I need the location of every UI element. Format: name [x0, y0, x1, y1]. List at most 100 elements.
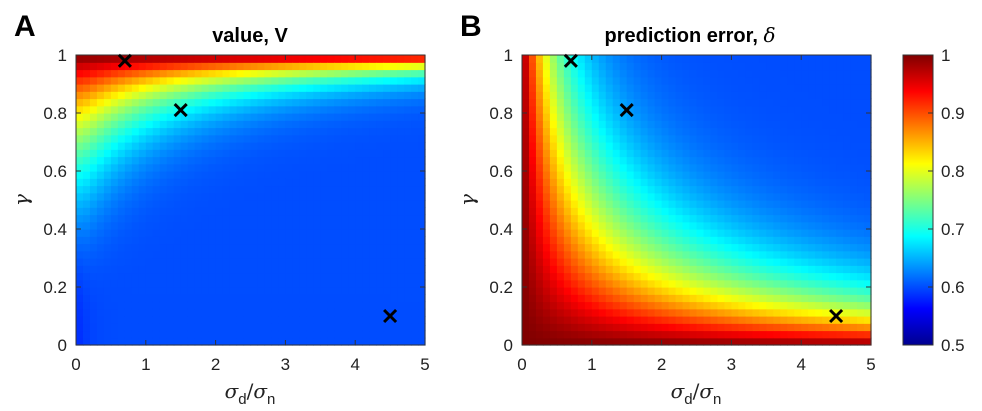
heatmap-cell	[208, 214, 217, 223]
heatmap-cell	[250, 330, 259, 339]
heatmap-cell	[689, 337, 698, 346]
heatmap-cell	[131, 149, 140, 158]
heatmap-cell	[285, 265, 293, 274]
heatmap-cell	[836, 265, 844, 274]
heatmap-cell	[271, 142, 280, 150]
heatmap-cell	[208, 163, 217, 172]
heatmap-cell	[787, 258, 795, 266]
heatmap-cell	[745, 337, 753, 346]
heatmap-cell	[689, 294, 698, 303]
heatmap-cell	[864, 301, 872, 310]
heatmap-cell	[145, 258, 154, 266]
heatmap-cell	[647, 294, 656, 303]
heatmap-cell	[808, 69, 816, 78]
heatmap-cell	[612, 105, 621, 114]
heatmap-cell	[348, 163, 356, 172]
heatmap-cell	[285, 323, 293, 332]
heatmap-cell	[584, 272, 593, 281]
heatmap-cell	[131, 243, 140, 252]
heatmap-cell	[577, 185, 586, 194]
heatmap-cell	[355, 294, 363, 303]
heatmap-cell	[563, 214, 572, 223]
heatmap-cell	[397, 308, 405, 317]
heatmap-cell	[208, 294, 217, 303]
heatmap-cell	[369, 243, 377, 252]
heatmap-cell	[584, 185, 593, 194]
heatmap-cell	[397, 258, 405, 266]
heatmap-cell	[138, 316, 147, 324]
heatmap-cell	[675, 236, 684, 245]
heatmap-cell	[383, 279, 391, 288]
heatmap-cell	[647, 229, 656, 237]
heatmap-cell	[619, 316, 628, 324]
heatmap-cell	[278, 301, 286, 310]
heatmap-cell	[787, 229, 795, 237]
heatmap-cell	[418, 113, 426, 121]
heatmap-cell	[794, 163, 802, 172]
heatmap-cell	[829, 69, 837, 78]
heatmap-cell	[117, 250, 126, 259]
heatmap-cell	[773, 69, 781, 78]
heatmap-cell	[166, 62, 175, 71]
heatmap-cell	[591, 178, 600, 187]
heatmap-cell	[76, 91, 84, 100]
heatmap-cell	[166, 55, 175, 63]
heatmap-cell	[549, 69, 558, 78]
heatmap-cell	[299, 200, 307, 208]
heatmap-cell	[522, 265, 530, 274]
heatmap-cell	[542, 236, 551, 245]
heatmap-cell	[577, 279, 586, 288]
heatmap-cell	[759, 171, 767, 179]
heatmap-cell	[808, 178, 816, 187]
heatmap-cell	[117, 134, 126, 143]
heatmap-cell	[738, 84, 746, 92]
heatmap-cell	[96, 316, 105, 324]
heatmap-cell	[124, 105, 133, 114]
heatmap-cell	[257, 113, 266, 121]
heatmap-cell	[612, 221, 621, 230]
heatmap-cell	[522, 200, 530, 208]
heatmap-cell	[299, 323, 307, 332]
heatmap-cell	[696, 200, 705, 208]
heatmap-cell	[76, 221, 84, 230]
heatmap-cell	[397, 127, 405, 136]
heatmap-cell	[145, 200, 154, 208]
heatmap-cell	[201, 308, 210, 317]
heatmap-cell	[710, 156, 719, 165]
heatmap-cell	[605, 113, 614, 121]
heatmap-cell	[682, 214, 691, 223]
heatmap-cell	[362, 192, 370, 201]
heatmap-cell	[542, 105, 551, 114]
heatmap-cell	[278, 294, 286, 303]
heatmap-cell	[418, 163, 426, 172]
heatmap-cell	[362, 308, 370, 317]
heatmap-cell	[682, 294, 691, 303]
heatmap-cell	[257, 76, 266, 85]
heatmap-cell	[313, 91, 321, 100]
heatmap-cell	[836, 149, 844, 158]
heatmap-cell	[696, 149, 705, 158]
heatmap-cell	[542, 91, 551, 100]
heatmap-cell	[654, 243, 663, 252]
heatmap-cell	[229, 330, 238, 339]
heatmap-cell	[341, 301, 349, 310]
heatmap-cell	[864, 243, 872, 252]
heatmap-cell	[215, 171, 224, 179]
heatmap-cell	[675, 55, 684, 63]
heatmap-cell	[124, 272, 133, 281]
heatmap-cell	[229, 294, 238, 303]
heatmap-cell	[542, 149, 551, 158]
heatmap-cell	[243, 323, 252, 332]
heatmap-cell	[124, 294, 133, 303]
heatmap-cell	[577, 192, 586, 201]
heatmap-cell	[703, 287, 712, 295]
heatmap-cell	[738, 185, 746, 194]
heatmap-cell	[591, 84, 600, 92]
heatmap-cell	[124, 178, 133, 187]
heatmap-cell	[682, 279, 691, 288]
heatmap-cell	[528, 142, 537, 150]
heatmap-cell	[591, 163, 600, 172]
heatmap-cell	[397, 236, 405, 245]
heatmap-cell	[418, 214, 426, 223]
heatmap-cell	[76, 185, 84, 194]
